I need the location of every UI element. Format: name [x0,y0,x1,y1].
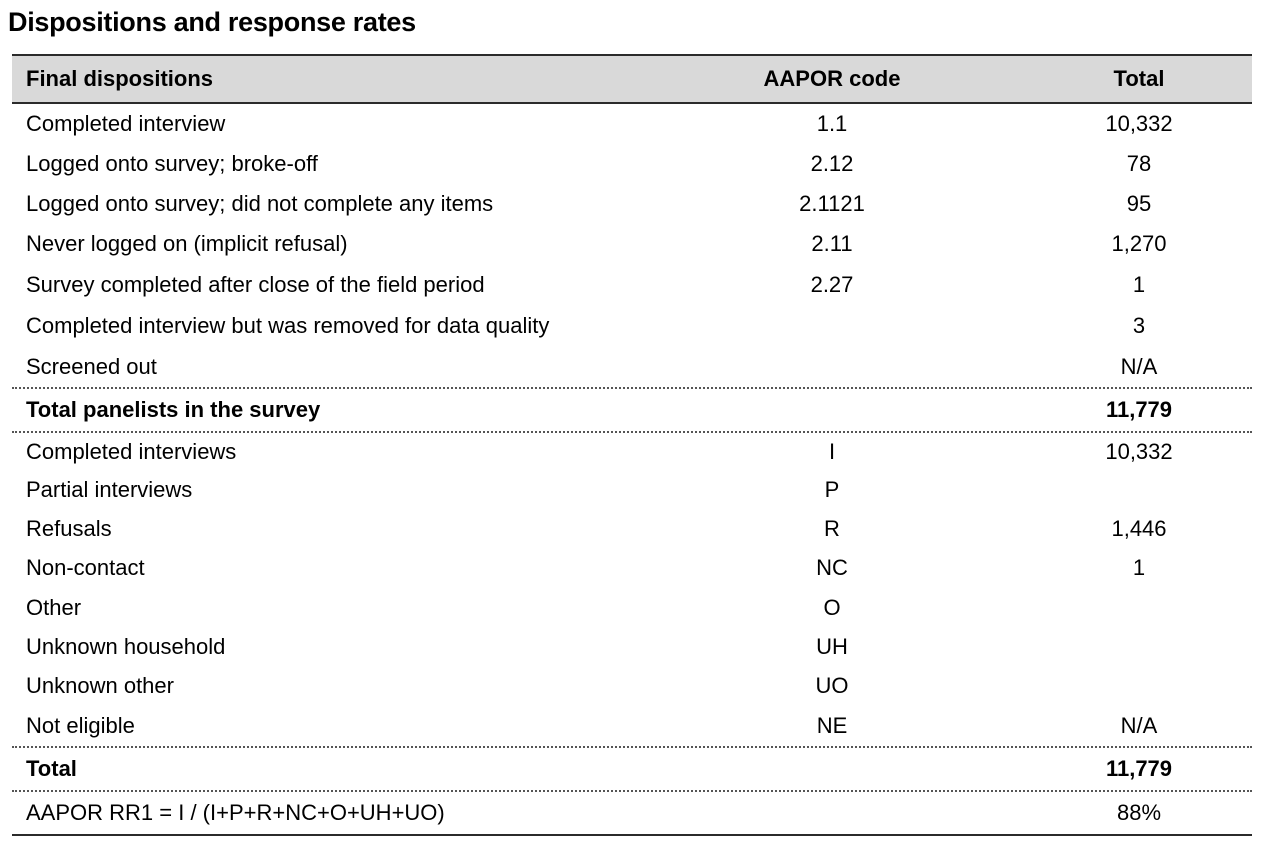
row-code: I [828,439,836,464]
row-label: Completed interview but was removed for … [26,312,550,338]
response-rate-label: AAPOR RR1 = I / (I+P+R+NC+O+UH+UO) [26,800,445,825]
table-row: Not eligible NE N/A [12,706,1252,746]
row-total: 10,332 [1105,111,1173,136]
row-label: Survey completed after close of the fiel… [26,271,485,297]
row-total: N/A [1120,353,1158,379]
response-rate-value: 88% [1116,800,1162,825]
row-label: Not eligible [26,713,135,738]
total-panelists-row: Total panelists in the survey 11,779 [12,387,1252,431]
row-label: Completed interviews [26,439,237,464]
row-total: 10,332 [1105,439,1173,464]
row-label: Unknown other [26,673,174,698]
header-aapor-code: AAPOR code [763,66,901,91]
table-header-row: Final dispositions AAPOR code Total [12,56,1252,104]
row-label: Screened out [26,353,157,379]
grand-total-value: 11,779 [1105,756,1173,781]
table-row: Survey completed after close of the fiel… [12,264,1252,305]
row-total: 1 [1132,271,1146,297]
row-label: Logged onto survey; did not complete any… [26,191,494,216]
row-total: 1 [1132,555,1146,580]
row-total: 1,270 [1111,231,1167,256]
row-label: Unknown household [26,633,226,659]
row-code: 2.27 [810,271,854,297]
row-code: NC [816,555,848,580]
row-total: 78 [1126,151,1152,176]
table-row: Other O [12,588,1252,627]
table-row: Completed interviews I 10,332 [12,431,1252,471]
table-row: Screened out N/A [12,346,1252,387]
dispositions-table: Final dispositions AAPOR code Total Comp… [12,54,1252,836]
row-total: N/A [1120,713,1158,738]
table-row: Logged onto survey; did not complete any… [12,184,1252,224]
table-row: Refusals R 1,446 [12,509,1252,548]
row-code: UH [816,633,848,659]
row-label: Non-contact [26,555,145,580]
row-code: 1.1 [816,111,848,136]
row-label: Refusals [26,515,112,541]
page-title: Dispositions and response rates [8,7,416,37]
table-row: Never logged on (implicit refusal) 2.11 … [12,224,1252,264]
row-code: R [824,515,840,541]
row-label: Logged onto survey; broke-off [26,151,318,176]
row-code: UO [815,673,849,698]
row-label: Never logged on (implicit refusal) [26,231,348,256]
table-row: Unknown other UO [12,666,1252,706]
row-total: 95 [1126,191,1152,216]
row-code: P [824,477,840,502]
table-row: Logged onto survey; broke-off 2.12 78 [12,144,1252,184]
response-rate-row: AAPOR RR1 = I / (I+P+R+NC+O+UH+UO) 88% [12,790,1252,836]
row-label: Partial interviews [26,477,193,502]
row-label: Completed interview [26,111,226,136]
total-panelists-value: 11,779 [1105,397,1173,422]
header-final-dispositions: Final dispositions [26,66,214,91]
row-code: 2.11 [811,231,853,256]
row-total: 3 [1132,312,1146,338]
grand-total-row: Total 11,779 [12,746,1252,790]
table-row: Unknown household UH [12,627,1252,666]
table-row: Non-contact NC 1 [12,548,1252,588]
grand-total-label: Total [26,756,77,781]
table-row: Completed interview 1.1 10,332 [12,104,1252,144]
row-code: O [823,594,841,620]
row-total: 1,446 [1111,515,1167,541]
total-panelists-label: Total panelists in the survey [26,397,321,422]
header-total: Total [1113,66,1165,91]
table-row: Partial interviews P [12,471,1252,509]
row-code: NE [816,713,848,738]
row-code: 2.12 [810,151,854,176]
table-row: Completed interview but was removed for … [12,305,1252,346]
row-code: 2.1121 [799,191,865,216]
row-label: Other [26,594,82,620]
